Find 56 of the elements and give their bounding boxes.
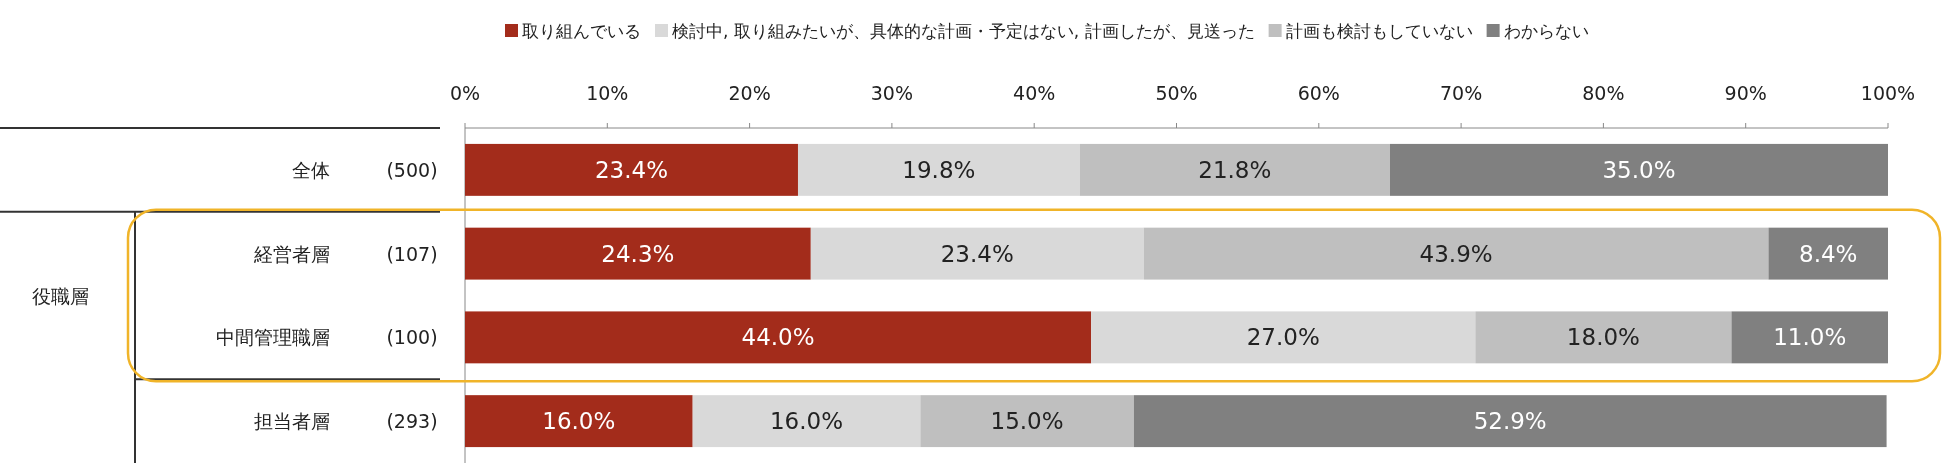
bar	[810, 227, 1144, 280]
bar	[692, 395, 921, 448]
x-tick-label: 100%	[1860, 82, 1916, 104]
bar	[1389, 143, 1888, 196]
bar	[465, 311, 1092, 364]
bar	[1731, 311, 1888, 364]
x-tick-label: 80%	[1582, 82, 1625, 104]
y-tick-label: 全体	[292, 158, 330, 181]
text: (107)	[386, 242, 438, 265]
x-tick-label: 10%	[586, 82, 629, 104]
x-tick-label: 60%	[1297, 82, 1340, 104]
y-tick-label: 経営者層	[253, 242, 330, 265]
x-tick-label: 90%	[1724, 82, 1767, 104]
text: (293)	[386, 410, 438, 433]
bar	[465, 227, 811, 280]
data-label: 18.0%	[1566, 324, 1640, 351]
x-tick-label: 0%	[449, 82, 481, 104]
bar	[920, 395, 1134, 448]
data-label: 8.4%	[1799, 240, 1858, 267]
data-label: 19.8%	[902, 156, 976, 183]
bar	[1079, 143, 1390, 196]
bar	[797, 143, 1080, 196]
x-tick-label: 20%	[728, 82, 771, 104]
legend-label: 計画も検討もしていない	[1285, 21, 1473, 41]
legend-label: 検討中, 取り組みたいが、具体的な計画・予定はない, 計画したが、見送った	[672, 21, 1255, 41]
bar	[465, 395, 693, 448]
data-label: 44.0%	[741, 324, 815, 351]
bar	[1091, 311, 1476, 364]
data-label: 52.9%	[1473, 408, 1547, 435]
y-tick-label: 担当者層	[254, 410, 330, 433]
x-tick-label: 70%	[1439, 82, 1483, 104]
data-label: 27.0%	[1246, 324, 1320, 351]
y-tick-label: 中間管理職層	[216, 326, 330, 349]
text: (100)	[386, 326, 438, 349]
x-tick-label: 50%	[1155, 82, 1198, 104]
text: 役職層	[31, 284, 89, 307]
legend-label: わからない	[1503, 21, 1589, 41]
data-label: 21.8%	[1198, 156, 1272, 183]
text: (500)	[386, 158, 438, 181]
bar	[1143, 227, 1769, 280]
data-label: 16.0%	[542, 408, 616, 435]
legend-label: 取り組んでいる	[522, 21, 641, 41]
data-label: 23.4%	[594, 156, 669, 183]
data-label: 24.3%	[601, 240, 675, 267]
data-label: 35.0%	[1602, 156, 1676, 183]
x-tick-label: 30%	[870, 82, 914, 104]
data-label: 16.0%	[769, 408, 844, 435]
data-label: 23.4%	[940, 240, 1014, 267]
bar	[1475, 311, 1732, 364]
data-label: 11.0%	[1773, 324, 1847, 351]
bar	[465, 143, 798, 196]
data-label: 43.9%	[1419, 240, 1493, 267]
bar	[1133, 395, 1887, 448]
x-tick-label: 40%	[1013, 82, 1056, 104]
data-label: 15.0%	[990, 408, 1064, 435]
bar	[1768, 227, 1888, 280]
